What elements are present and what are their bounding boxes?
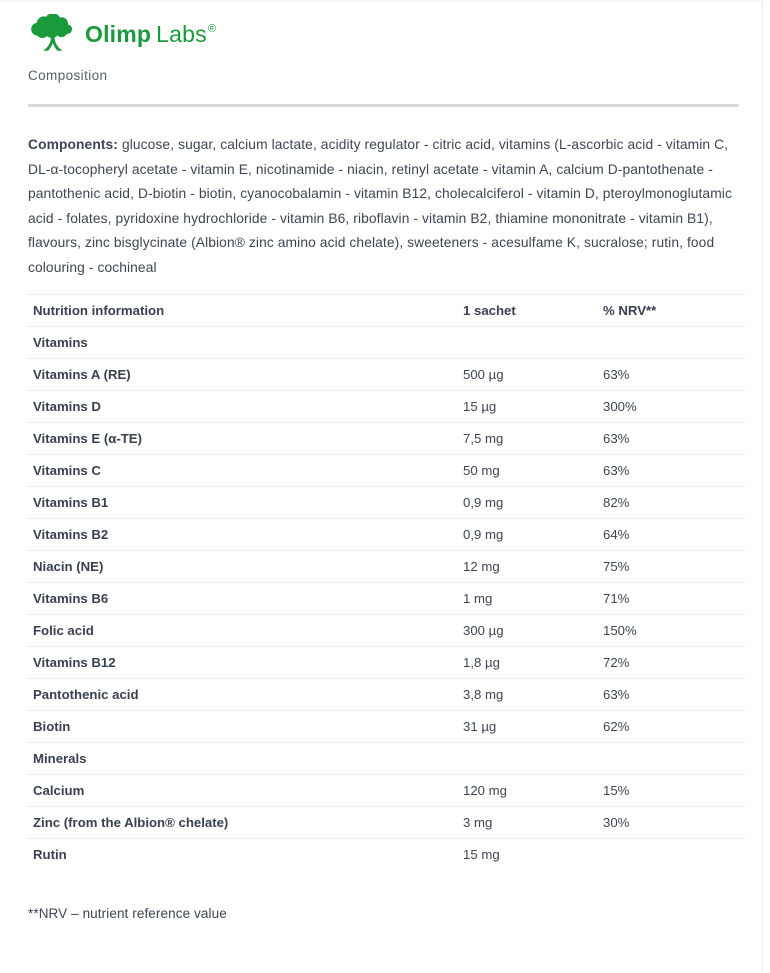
table-row: Vitamins A (RE) 500 µg 63% [28, 358, 745, 391]
row-nrv: 63% [603, 431, 630, 446]
heading-divider [28, 104, 739, 107]
row-label: Vitamins B12 [33, 655, 116, 670]
row-amount: 3,8 mg [463, 687, 504, 702]
row-amount: 50 mg [463, 463, 500, 478]
row-label: Pantothenic acid [33, 687, 139, 702]
registered-mark: ® [207, 22, 217, 35]
row-label: Vitamins B2 [33, 527, 109, 542]
row-nrv: 71% [603, 591, 630, 606]
row-label: Zinc (from the Albion® chelate) [33, 815, 229, 830]
row-label: Vitamins C [33, 463, 101, 478]
row-nrv: 63% [603, 367, 630, 382]
row-label: Vitamins A (RE) [33, 367, 131, 382]
table-row: Zinc (from the Albion® chelate) 3 mg 30% [28, 806, 745, 839]
row-nrv: 300% [603, 399, 637, 414]
row-amount: 1 mg [463, 591, 493, 606]
section-row: Minerals [28, 742, 745, 775]
table-row: Rutin 15 mg [28, 838, 745, 871]
brand-name-secondary: Labs [156, 20, 207, 47]
table-row: Vitamins B1 0,9 mg 82% [28, 486, 745, 519]
row-label: Niacin (NE) [33, 559, 104, 574]
row-amount: 12 mg [463, 559, 500, 574]
components-paragraph: Components: glucose, sugar, calcium lact… [28, 133, 747, 280]
section-label: Vitamins [33, 335, 88, 350]
table-header-row: Nutrition information 1 sachet % NRV** [28, 294, 745, 327]
row-label: Calcium [33, 783, 85, 798]
row-nrv [598, 839, 745, 871]
table-row: Vitamins E (α-TE) 7,5 mg 63% [28, 422, 745, 455]
row-label: Vitamins D [33, 399, 101, 414]
header-nutrition-information: Nutrition information [33, 303, 165, 318]
header-1-sachet: 1 sachet [463, 303, 516, 318]
table-row: Pantothenic acid 3,8 mg 63% [28, 678, 745, 711]
row-amount: 3 mg [463, 815, 493, 830]
section-row: Vitamins [28, 326, 745, 359]
nutrition-table: Nutrition information 1 sachet % NRV** V… [28, 294, 745, 870]
brand-name: Olimp Labs® [85, 20, 217, 47]
row-nrv: 72% [603, 655, 630, 670]
table-row: Calcium 120 mg 15% [28, 774, 745, 807]
nrv-footnote: **NRV – nutrient reference value [28, 906, 227, 921]
row-amount: 1,8 µg [463, 655, 500, 670]
row-amount: 15 mg [463, 847, 500, 862]
row-nrv: 63% [603, 687, 630, 702]
brand-logo: Olimp Labs® [28, 13, 738, 54]
row-label: Vitamins B6 [33, 591, 109, 606]
table-row: Folic acid 300 µg 150% [28, 614, 745, 647]
row-amount: 500 µg [463, 367, 504, 382]
row-nrv: 82% [603, 495, 630, 510]
components-text: glucose, sugar, calcium lactate, acidity… [28, 137, 732, 275]
components-label: Components: [28, 137, 119, 152]
row-amount: 300 µg [463, 623, 504, 638]
row-nrv: 62% [603, 719, 630, 734]
row-label: Vitamins B1 [33, 495, 109, 510]
table-row: Vitamins C 50 mg 63% [28, 454, 745, 487]
row-amount: 31 µg [463, 719, 497, 734]
table-row: Niacin (NE) 12 mg 75% [28, 550, 745, 583]
row-amount: 0,9 mg [463, 495, 504, 510]
row-label: Biotin [33, 719, 71, 734]
row-nrv: 15% [603, 783, 630, 798]
brand-name-primary: Olimp [85, 20, 152, 47]
row-label: Rutin [33, 847, 67, 862]
row-label: Folic acid [33, 623, 94, 638]
table-row: Vitamins B6 1 mg 71% [28, 582, 745, 615]
table-row: Vitamins D 15 µg 300% [28, 390, 745, 423]
composition-heading: Composition [28, 68, 108, 83]
table-row: Biotin 31 µg 62% [28, 710, 745, 743]
row-label: Vitamins E (α-TE) [33, 431, 142, 446]
table-row: Vitamins B12 1,8 µg 72% [28, 646, 745, 679]
table-row: Vitamins B2 0,9 mg 64% [28, 518, 745, 551]
row-amount: 0,9 mg [463, 527, 504, 542]
row-amount: 7,5 mg [463, 431, 504, 446]
row-nrv: 75% [603, 559, 630, 574]
row-nrv: 150% [603, 623, 637, 638]
row-amount: 120 mg [463, 783, 507, 798]
tree-icon [28, 13, 76, 54]
row-nrv: 63% [603, 463, 630, 478]
header-nrv: % NRV** [603, 303, 657, 318]
section-label: Minerals [33, 751, 87, 766]
row-nrv: 64% [603, 527, 630, 542]
row-nrv: 30% [603, 815, 630, 830]
row-amount: 15 µg [463, 399, 497, 414]
